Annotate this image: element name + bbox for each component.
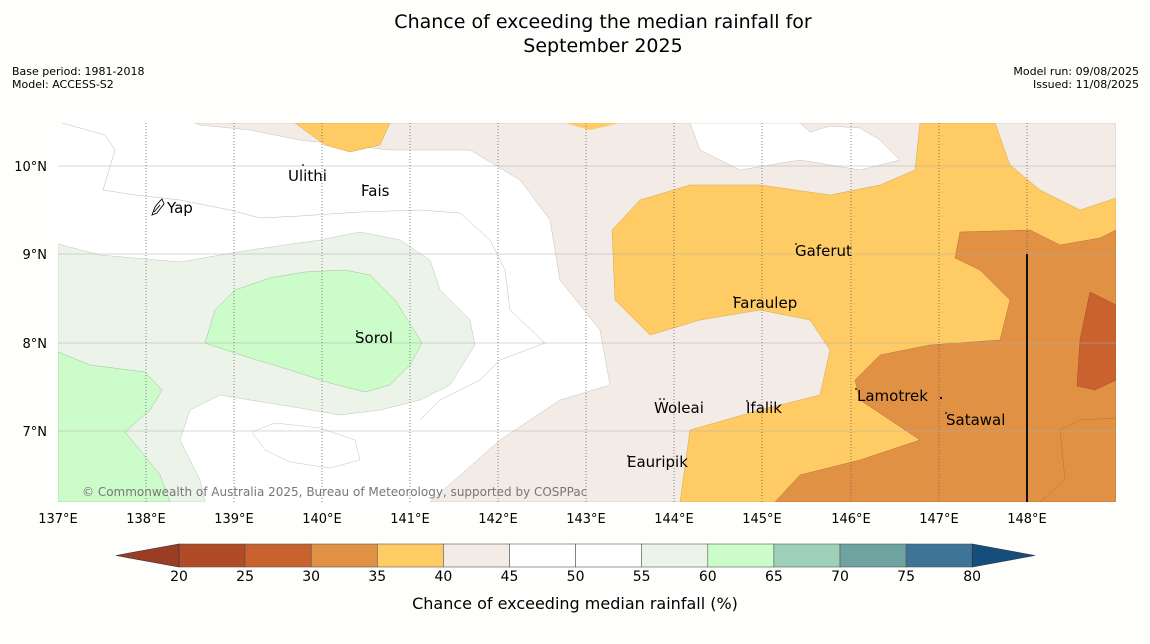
lat-tick: 7°N [23,425,48,440]
model-run: Model run: 09/08/2025 [1013,65,1139,78]
colorbar-tick-label: 45 [500,569,519,585]
lon-gridlines [145,123,1028,502]
lon-tick: 145°E [742,512,782,527]
lon-tick: 137°E [38,512,78,527]
contour-white-top [689,123,901,171]
place-labels: Ulithi Fais Yap Gaferut Faraulep Sorol L… [166,167,1005,471]
meta-left: Base period: 1981-2018 Model: ACCESS-S2 [12,65,144,91]
colorbar-under-arrow [115,543,180,568]
lon-tick: 141°E [390,512,430,527]
place-yap[interactable]: Yap [166,199,193,217]
lat-tick: 10°N [14,160,47,175]
map-area[interactable] [58,123,1116,502]
lon-tick: 146°E [831,512,871,527]
colorbar-tick-label: 25 [236,569,255,585]
colorbar-tick-label: 65 [764,569,783,585]
lon-tick-labels: 137°E 138°E 139°E 140°E 141°E 142°E 143°… [38,512,1047,527]
place-sorol[interactable]: Sorol [355,329,393,347]
model-name: Model: ACCESS-S2 [12,78,114,91]
place-gaferut[interactable]: Gaferut [795,242,852,260]
yap-island-shape [151,198,165,216]
colorbar-segment [641,543,709,568]
colorbar-tick-label: 75 [897,569,916,585]
colorbar-tick-label: 55 [632,569,651,585]
place-ulithi[interactable]: Ulithi [288,167,327,185]
colorbar-tick-label: 80 [963,569,982,585]
lon-tick: 140°E [302,512,342,527]
place-faraulep[interactable]: Faraulep [733,294,797,312]
colorbar-segment [773,543,841,568]
colorbar-label: Chance of exceeding median rainfall (%) [412,594,738,613]
title-line-1: Chance of exceeding the median rainfall … [394,11,812,33]
lon-tick: 148°E [1007,512,1047,527]
colorbar-segment [905,543,973,568]
colorbar-segment [839,543,907,568]
base-period: Base period: 1981-2018 [12,65,145,78]
title-line-2: September 2025 [523,35,683,57]
contour-white-hole [251,422,361,469]
island-markers [302,164,947,457]
colorbar [115,543,1036,568]
copyright-text: © Commonwealth of Australia 2025, Bureau… [82,485,587,499]
colorbar-tick-label: 70 [831,569,849,585]
colorbar-segment [443,543,510,568]
colorbar-tick-label: 50 [566,569,585,585]
contour-60-65-central [204,269,423,393]
place-lamotrek[interactable]: Lamotrek [857,387,928,405]
place-eauripik[interactable]: Eauripik [627,453,688,471]
colorbar-tick-label: 30 [302,569,321,585]
meta-right: Model run: 09/08/2025 Issued: 11/08/2025 [1013,65,1139,91]
map-title: Chance of exceeding the median rainfall … [0,10,1150,58]
colorbar-segment [707,543,775,568]
lat-tick: 9°N [23,248,48,263]
lat-tick-labels: 10°N 9°N 8°N 7°N [14,160,47,440]
lat-tick: 8°N [23,337,48,352]
colorbar-segment [310,543,378,568]
contour-30-35 [774,229,1116,502]
colorbar-segment [178,543,246,568]
colorbar-segment [376,543,444,568]
lon-tick: 147°E [919,512,959,527]
lon-tick: 143°E [566,512,606,527]
lon-tick: 144°E [654,512,694,527]
colorbar-ticks: 20 25 30 35 40 45 50 55 60 65 70 75 80 [0,569,1150,589]
colorbar-segment [575,543,642,568]
colorbar-tick-label: 35 [368,569,387,585]
place-fais[interactable]: Fais [361,182,390,200]
place-woleai[interactable]: Woleai [654,399,704,417]
issued-date: Issued: 11/08/2025 [1032,78,1139,91]
contour-35-40-top [294,123,391,153]
colorbar-over-arrow [971,543,1036,568]
place-ifalik[interactable]: Ifalik [746,399,782,417]
contour-35-40-top2 [565,123,620,130]
lon-tick: 138°E [126,512,166,527]
place-satawal[interactable]: Satawal [946,411,1005,429]
colorbar-tick-label: 40 [434,569,453,585]
contour-line-north [61,123,546,421]
lon-tick: 142°E [478,512,518,527]
colorbar-segment [509,543,576,568]
colorbar-tick-label: 20 [170,569,188,585]
colorbar-segment [244,543,312,568]
lon-tick: 139°E [214,512,254,527]
colorbar-tick-label: 60 [698,569,717,585]
contour-25-30 [1076,291,1116,391]
contour-60-65-left [58,351,171,502]
